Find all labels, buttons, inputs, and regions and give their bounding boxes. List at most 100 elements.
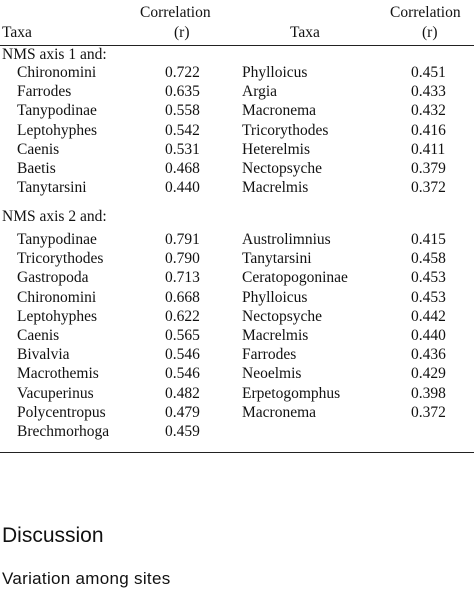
taxa-right-cell: Macrelmis: [242, 179, 309, 197]
taxa-left-cell: Farrodes: [17, 83, 72, 101]
taxa-left-cell: Chironomini: [17, 288, 97, 306]
correlation-right-cell: 0.415: [411, 231, 446, 248]
correlation-left-cell: 0.546: [165, 346, 200, 364]
header-taxa-1: Taxa: [2, 24, 32, 41]
taxa-right-cell: Erpetogomphus: [242, 384, 341, 402]
correlation-right-cell: 0.458: [411, 250, 446, 268]
correlation-right-cell: 0.433: [411, 83, 446, 101]
table-row: Macrothemis 0.546 Neoelmis 0.429: [0, 365, 474, 384]
taxa-right-cell: Tricorythodes: [242, 121, 329, 139]
correlation-left-cell: 0.565: [165, 327, 200, 344]
taxa-right-cell: Argia: [242, 83, 278, 101]
table-row: Leptohyphes 0.542 Tricorythodes 0.416: [0, 122, 474, 141]
taxa-left-cell: Polycentropus: [17, 403, 106, 421]
correlation-left-cell: 0.558: [165, 102, 200, 120]
taxa-left-cell: Leptohyphes: [17, 121, 98, 139]
taxa-right-cell: Tanytarsini: [242, 250, 312, 268]
correlation-left-cell: 0.622: [165, 307, 200, 325]
correlation-left-cell: 0.531: [165, 140, 200, 158]
taxa-left-cell: Tanytarsini: [17, 179, 87, 197]
correlation-left-cell: 0.459: [165, 423, 200, 440]
table-row: Polycentropus 0.479 Macronema 0.372: [0, 404, 474, 423]
taxa-right-cell: Phylloicus: [242, 288, 308, 306]
table-row: Vacuperinus 0.482 Erpetogomphus 0.398: [0, 385, 474, 404]
header-r-2: (r): [422, 24, 438, 41]
taxa-right-cell: Macronema: [242, 403, 317, 421]
correlation-right-cell: 0.372: [411, 403, 446, 421]
correlation-left-cell: 0.790: [165, 250, 200, 268]
correlation-right-cell: 0.453: [411, 269, 446, 287]
correlation-left-cell: 0.440: [165, 179, 200, 197]
discussion-heading: Discussion: [2, 524, 104, 547]
correlation-right-cell: 0.436: [411, 346, 446, 364]
table-row: Farrodes 0.635 Argia 0.433: [0, 83, 474, 102]
taxa-left-cell: Caenis: [17, 140, 60, 158]
section-label-axis2: NMS axis 2 and:: [2, 208, 107, 225]
table-row: Tricorythodes 0.790 Tanytarsini 0.458: [0, 250, 474, 269]
table-row: Leptohyphes 0.622 Nectopsyche 0.442: [0, 308, 474, 327]
correlation-left-cell: 0.722: [165, 64, 200, 81]
taxa-left-cell: Baetis: [17, 160, 56, 177]
taxa-left-cell: Bivalvia: [17, 346, 70, 364]
correlation-left-cell: 0.542: [165, 121, 200, 139]
correlation-right-cell: 0.372: [411, 179, 446, 197]
taxa-right-cell: Nectopsyche: [242, 160, 323, 177]
correlation-right-cell: 0.451: [411, 64, 446, 81]
taxa-right-cell: Farrodes: [242, 346, 297, 364]
correlation-right-cell: 0.440: [411, 327, 446, 344]
taxa-right-cell: Austrolimnius: [242, 231, 331, 248]
taxa-right-cell: Neoelmis: [242, 365, 302, 383]
header-r-1: (r): [174, 24, 190, 41]
table-row: Caenis 0.565 Macrelmis 0.440: [0, 327, 474, 346]
correlation-right-cell: 0.442: [411, 307, 446, 325]
correlation-left-cell: 0.468: [165, 160, 200, 177]
table-row: Gastropoda 0.713 Ceratopogoninae 0.453: [0, 269, 474, 288]
taxa-right-cell: Heterelmis: [242, 140, 311, 158]
correlation-left-cell: 0.546: [165, 365, 200, 383]
header-taxa-2: Taxa: [290, 24, 320, 41]
taxa-left-cell: Leptohyphes: [17, 307, 98, 325]
correlation-left-cell: 0.635: [165, 83, 200, 101]
correlation-right-cell: 0.429: [411, 365, 446, 383]
correlation-right-cell: 0.416: [411, 121, 446, 139]
table-row: Tanytarsini 0.440 Macrelmis 0.372: [0, 179, 474, 198]
table-row: Tanypodinae 0.558 Macronema 0.432: [0, 102, 474, 121]
taxa-left-cell: Caenis: [17, 327, 60, 344]
table-row: Baetis 0.468 Nectopsyche 0.379: [0, 160, 474, 179]
taxa-left-cell: Vacuperinus: [17, 384, 94, 402]
taxa-left-cell: Chironomini: [17, 64, 97, 81]
taxa-right-cell: Phylloicus: [242, 64, 308, 81]
taxa-left-cell: Tanypodinae: [17, 102, 97, 120]
taxa-right-cell: Macrelmis: [242, 327, 309, 344]
taxa-right-cell: Ceratopogoninae: [242, 269, 348, 287]
taxa-right-cell: Macronema: [242, 102, 317, 120]
correlation-right-cell: 0.398: [411, 384, 446, 402]
header-correlation-2: Correlation: [390, 4, 461, 21]
correlation-left-cell: 0.668: [165, 288, 200, 306]
header-correlation-1: Correlation: [140, 4, 211, 21]
table-row: Bivalvia 0.546 Farrodes 0.436: [0, 346, 474, 365]
taxa-left-cell: Macrothemis: [17, 365, 99, 383]
taxa-right-cell: Nectopsyche: [242, 307, 323, 325]
correlation-left-cell: 0.482: [165, 384, 200, 402]
taxa-left-cell: Brechmorhoga: [17, 423, 110, 440]
discussion-subheading: Variation among sites: [2, 569, 171, 588]
taxa-left-cell: Tricorythodes: [17, 250, 104, 268]
table-row: Chironomini 0.722 Phylloicus 0.451: [0, 64, 474, 83]
taxa-left-cell: Tanypodinae: [17, 231, 97, 248]
correlation-left-cell: 0.791: [165, 231, 200, 248]
taxa-left-cell: Gastropoda: [17, 269, 89, 287]
correlation-left-cell: 0.713: [165, 269, 200, 287]
correlation-right-cell: 0.453: [411, 288, 446, 306]
section-label-axis1: NMS axis 1 and:: [2, 46, 107, 63]
correlation-right-cell: 0.432: [411, 102, 446, 120]
correlation-left-cell: 0.479: [165, 403, 200, 421]
correlation-right-cell: 0.379: [411, 160, 446, 177]
table-row: Brechmorhoga 0.459: [0, 423, 474, 442]
correlation-right-cell: 0.411: [411, 140, 446, 158]
table-row: Caenis 0.531 Heterelmis 0.411: [0, 141, 474, 160]
table-bottom-rule: [0, 452, 474, 453]
table-header-rule: [0, 45, 474, 46]
table-row: Chironomini 0.668 Phylloicus 0.453: [0, 289, 474, 308]
